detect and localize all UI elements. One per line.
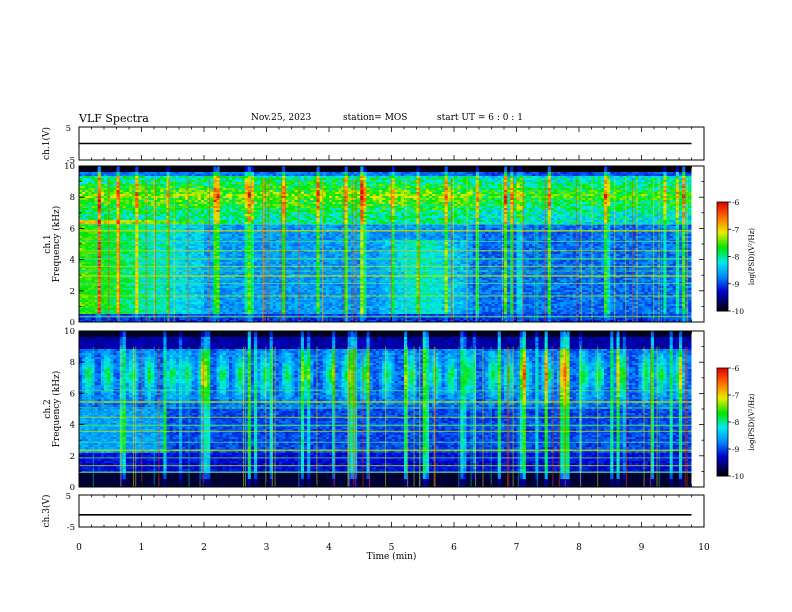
y-axis-label: ch.1(V) <box>41 127 52 160</box>
y-tick-label: 5 <box>66 124 71 134</box>
spectrogram-ch1 <box>79 166 704 322</box>
figure: 5-5ch.1(V)0246810ch.1 Frequency (kHz)0246… <box>0 0 792 612</box>
